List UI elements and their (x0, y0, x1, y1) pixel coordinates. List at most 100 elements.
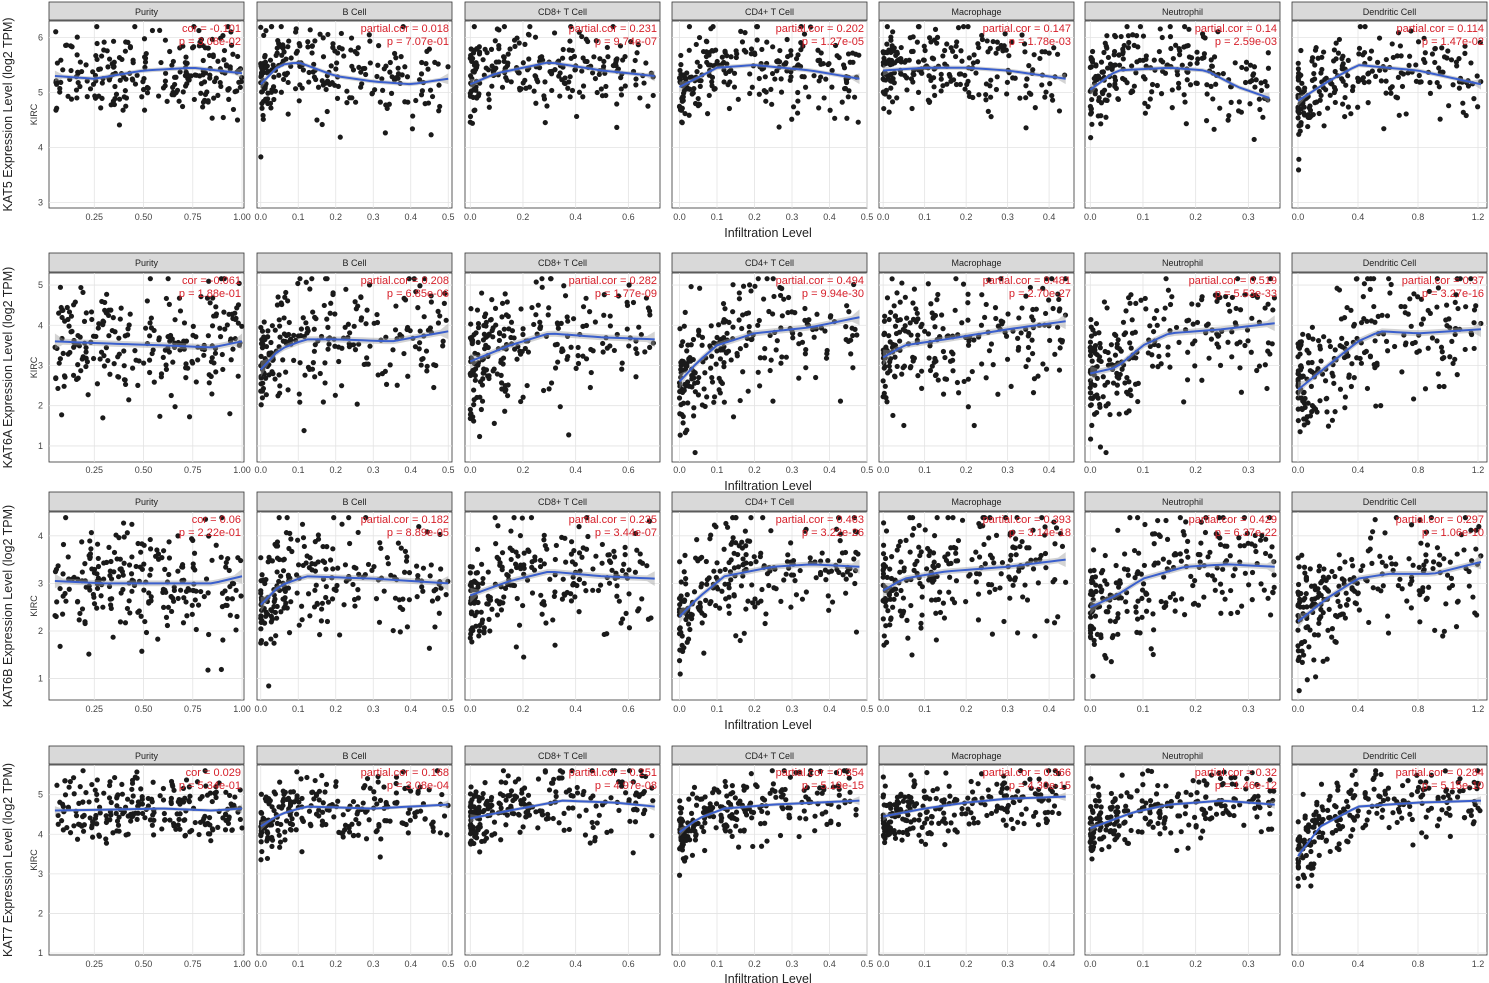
scatter-point (1176, 339, 1182, 345)
scatter-point (1006, 53, 1012, 59)
scatter-point (901, 422, 907, 429)
scatter-point (827, 314, 834, 320)
scatter-point (206, 380, 212, 386)
scatter-point (330, 566, 336, 572)
scatter-point (571, 53, 578, 60)
scatter-point (799, 596, 806, 602)
panel-strip (256, 252, 453, 273)
scatter-point (1115, 631, 1121, 637)
scatter-point (106, 56, 113, 62)
correlation-stat: partial.cor = 0.282 (569, 275, 657, 287)
scatter-point (344, 100, 350, 106)
scatter-point (1141, 562, 1148, 569)
scatter-point (575, 344, 581, 351)
scatter-point (405, 373, 411, 379)
scatter-point (918, 620, 924, 626)
scatter-point (422, 276, 428, 282)
scatter-point (1395, 74, 1401, 80)
scatter-point (1342, 113, 1348, 120)
scatter-point (1007, 595, 1013, 601)
scatter-point (1137, 630, 1143, 636)
scatter-point (1129, 63, 1135, 69)
panel-title: Dendritic Cell (1363, 7, 1417, 17)
scatter-point (1239, 603, 1245, 609)
scatter-point (141, 107, 148, 113)
scatter-point (691, 375, 697, 381)
panel-strip (1084, 252, 1281, 273)
scatter-point (539, 276, 545, 282)
x-tick-label: 0.6 (622, 212, 635, 222)
scatter-point (532, 34, 539, 40)
scatter-point (1449, 338, 1455, 344)
scatter-point (1251, 136, 1257, 143)
scatter-point (508, 568, 514, 574)
scatter-point (1367, 55, 1373, 62)
scatter-point (685, 636, 692, 642)
scatter-point (1150, 611, 1156, 617)
scatter-point (965, 342, 972, 348)
scatter-point (986, 535, 992, 541)
scatter-point (209, 115, 215, 121)
scatter-point (402, 548, 409, 555)
scatter-point (1056, 367, 1063, 373)
scatter-point (1129, 330, 1136, 336)
scatter-point (145, 85, 151, 91)
scatter-point (165, 276, 171, 282)
scatter-point (973, 70, 979, 76)
scatter-point (691, 86, 697, 92)
scatter-point (555, 325, 561, 331)
scatter-point (1256, 363, 1263, 369)
scatter-point (183, 54, 189, 60)
scatter-point (479, 290, 485, 296)
x-tick-label: 0.4 (1043, 704, 1056, 714)
scatter-point (123, 39, 129, 45)
scatter-point (790, 330, 796, 336)
scatter-point (1250, 71, 1257, 77)
p-value-stat: p = 9.94e-30 (802, 288, 864, 300)
scatter-point (590, 566, 596, 572)
scatter-point (209, 323, 216, 329)
scatter-point (1439, 349, 1445, 355)
scatter-point (1269, 341, 1275, 347)
scatter-point (281, 315, 287, 321)
scatter-point (889, 99, 896, 105)
scatter-point (477, 379, 484, 385)
scatter-point (363, 71, 369, 78)
scatter-point (1162, 305, 1168, 311)
scatter-point (1236, 99, 1242, 105)
scatter-point (1295, 85, 1301, 91)
scatter-point (1254, 367, 1260, 374)
scatter-point (1087, 103, 1093, 110)
scatter-point (922, 328, 928, 334)
scatter-point (823, 577, 829, 583)
scatter-point (315, 84, 322, 90)
scatter-point (1097, 340, 1103, 347)
p-value-stat: p = 6.85e-06 (387, 288, 449, 300)
scatter-point (1371, 303, 1377, 310)
scatter-point (721, 364, 727, 370)
scatter-point (597, 56, 603, 62)
scatter-point (852, 580, 858, 587)
scatter-point (495, 523, 501, 529)
scatter-point (981, 541, 987, 548)
scatter-point (63, 515, 69, 521)
scatter-point (740, 283, 747, 289)
scatter-point (1135, 380, 1141, 386)
scatter-point (979, 32, 985, 39)
scatter-point (472, 377, 478, 383)
scatter-point (296, 622, 302, 628)
scatter-point (682, 110, 688, 117)
scatter-point (504, 299, 510, 305)
scatter-point (622, 552, 628, 558)
scatter-point (1161, 316, 1167, 322)
scatter-point (709, 48, 715, 54)
scatter-point (843, 576, 849, 582)
scatter-point (61, 373, 68, 379)
scatter-point (1201, 51, 1207, 57)
scatter-point (639, 596, 645, 602)
scatter-point (601, 312, 607, 318)
scatter-point (433, 362, 439, 369)
scatter-point (228, 336, 234, 342)
scatter-point (228, 357, 234, 363)
scatter-point (410, 113, 416, 119)
